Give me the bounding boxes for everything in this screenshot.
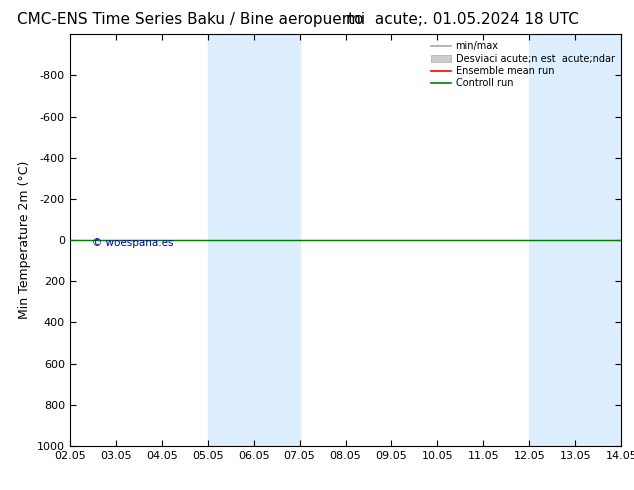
Text: CMC-ENS Time Series Baku / Bine aeropuerto: CMC-ENS Time Series Baku / Bine aeropuer… bbox=[17, 12, 363, 27]
Bar bbox=[254, 34, 299, 446]
Bar bbox=[207, 34, 254, 446]
Y-axis label: Min Temperature 2m (°C): Min Temperature 2m (°C) bbox=[18, 161, 31, 319]
Bar bbox=[575, 34, 621, 446]
Text: mi  acute;. 01.05.2024 18 UTC: mi acute;. 01.05.2024 18 UTC bbox=[346, 12, 579, 27]
Bar bbox=[529, 34, 575, 446]
Text: © woespana.es: © woespana.es bbox=[92, 238, 173, 248]
Legend: min/max, Desviaci acute;n est  acute;ndar, Ensemble mean run, Controll run: min/max, Desviaci acute;n est acute;ndar… bbox=[429, 39, 616, 90]
